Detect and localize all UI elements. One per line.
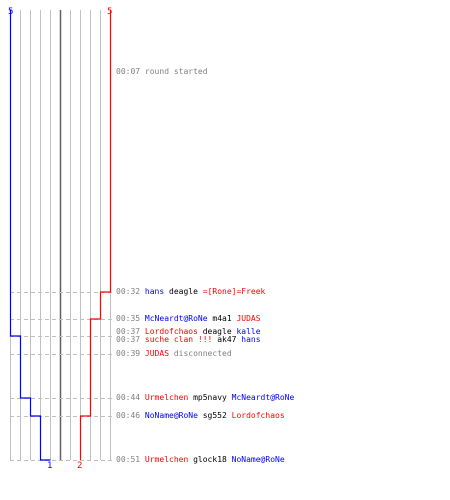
event-part: =[Rone]=Freek	[202, 287, 266, 296]
event-part: glock18	[193, 455, 227, 464]
event-part: disconnected	[173, 349, 232, 358]
blue-team-player-line	[9, 10, 51, 461]
blue-team-end-count: 1	[47, 461, 52, 471]
event-part: Urmelchen	[144, 393, 189, 402]
event-part: Lordofchaos	[231, 411, 285, 420]
event-row: 00:32 hans deagle =[Rone]=Freek	[116, 287, 265, 296]
event-row: 00:51 Urmelchen glock18 NoName@RoNe	[116, 455, 285, 464]
event-part: sg552	[202, 411, 227, 420]
event-part: Urmelchen	[144, 455, 189, 464]
blue-team-start-count: 5	[8, 7, 13, 17]
event-time: 00:32	[116, 287, 141, 296]
event-part: NoName@RoNe	[231, 455, 285, 464]
event-time: 00:44	[116, 393, 141, 402]
event-part: deagle	[169, 287, 198, 296]
event-part: ak47	[217, 335, 237, 344]
event-row: 00:39 JUDAS disconnected	[116, 349, 232, 358]
event-time: 00:39	[116, 349, 141, 358]
event-row: 00:44 Urmelchen mp5navy McNeardt@RoNe	[116, 393, 294, 402]
event-time: 00:37	[116, 327, 141, 336]
event-part: m4a1	[212, 314, 232, 323]
event-row: 00:46 NoName@RoNe sg552 Lordofchaos	[116, 411, 285, 420]
red-team-end-count: 2	[77, 461, 82, 471]
event-part: JUDAS	[236, 314, 261, 323]
team-step-lines	[9, 10, 112, 461]
grid-lines	[10, 10, 111, 460]
event-part: deagle	[202, 327, 232, 336]
event-part: kalle	[236, 327, 261, 336]
event-row: 00:37 suche clan !!! ak47 hans	[116, 335, 261, 344]
event-guide-lines	[10, 292, 114, 461]
event-row: 00:35 McNeardt@RoNe m4a1 JUDAS	[116, 314, 261, 323]
event-time: 00:37	[116, 335, 141, 344]
event-time: 00:46	[116, 411, 141, 420]
event-time: 00:07	[116, 67, 141, 76]
event-row: 00:07 round started	[116, 67, 208, 76]
event-part: Lordofchaos	[144, 327, 198, 336]
event-row: 00:37 Lordofchaos deagle kalle	[116, 327, 261, 336]
event-part: mp5navy	[193, 393, 227, 402]
event-time: 00:35	[116, 314, 141, 323]
red-team-player-line	[79, 10, 112, 460]
event-part: suche clan !!!	[144, 335, 213, 344]
event-part: hans	[144, 287, 165, 296]
event-part: NoName@RoNe	[144, 411, 198, 420]
event-part: McNeardt@RoNe	[231, 393, 295, 402]
event-part: McNeardt@RoNe	[144, 314, 208, 323]
red-team-start-count: 5	[107, 7, 112, 17]
event-part: JUDAS	[144, 349, 170, 358]
event-part: round started	[144, 67, 208, 76]
event-part: hans	[241, 335, 261, 344]
event-time: 00:51	[116, 455, 141, 464]
